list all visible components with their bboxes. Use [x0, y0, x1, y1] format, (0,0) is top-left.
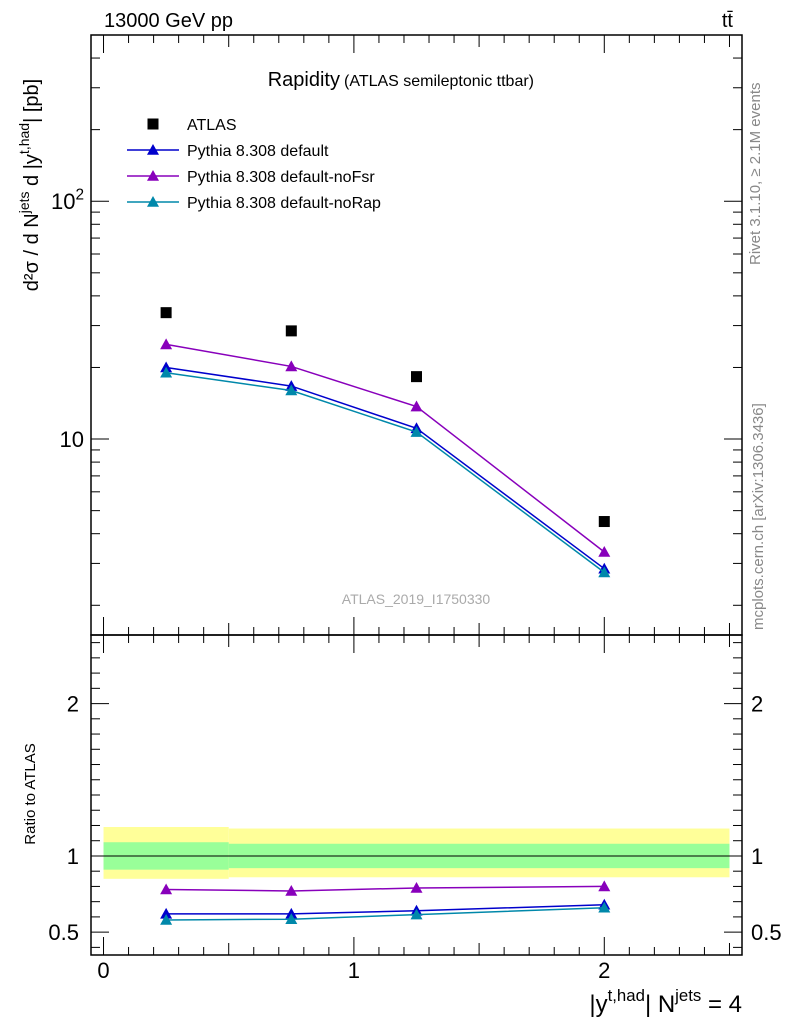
legend-marker — [147, 144, 159, 155]
main-series-marker — [410, 426, 423, 437]
main-series-marker — [598, 546, 611, 557]
ratio-y-label: Ratio to ATLAS — [22, 743, 39, 844]
ratio-y-tick-label-right: 1 — [751, 844, 763, 869]
rivet-label: Rivet 3.1.10, ≥ 2.1M events — [747, 83, 764, 266]
energy-label: 13000 GeV pp — [104, 10, 233, 32]
ratio-y-ticks: 0.5 0.5 1 1 2 2 — [48, 642, 782, 948]
ratio-series-layer — [103, 827, 730, 925]
ratio-series-line — [166, 907, 605, 921]
x-tick-label: 0 — [97, 958, 109, 983]
main-series-line — [165, 343, 605, 553]
legend: ATLAS Pythia 8.308 default Pythia 8.308 de… — [127, 117, 381, 212]
atlas-data-point — [160, 307, 172, 319]
main-x-ticks — [103, 35, 730, 635]
ratio-y-tick-label-right: 0.5 — [751, 920, 782, 945]
atlas-data-point — [285, 325, 297, 337]
atlas-data-point — [598, 516, 610, 528]
process-label: tt̄ — [722, 10, 734, 32]
ratio-panel: 0.5 0.5 1 1 2 2 0 1 2 Ratio to ATLAS |yt,had| N… — [22, 634, 782, 1018]
ratio-y-tick-label-left: 1 — [67, 844, 79, 869]
main-series-3 — [160, 366, 611, 578]
x-tick-label: 1 — [348, 958, 360, 983]
ratio-x-ticks: 0 1 2 — [97, 635, 730, 983]
ratio-y-tick-label-left: 0.5 — [48, 920, 79, 945]
ratio-series-marker — [598, 880, 611, 892]
ratio-series-marker — [410, 881, 423, 893]
ratio-series-marker — [160, 913, 173, 925]
legend-label: ATLAS — [187, 117, 237, 134]
main-series-line — [166, 372, 605, 573]
atlas-data-point — [411, 371, 422, 383]
main-series-2 — [160, 338, 611, 557]
watermark: ATLAS_2019_I1750330 — [342, 591, 491, 607]
legend-label: Pythia 8.308 default-noRap — [187, 195, 381, 212]
main-series-1 — [160, 361, 611, 574]
ratio-series-marker — [160, 883, 173, 895]
ratio-series-line — [166, 903, 605, 915]
main-series-marker — [410, 400, 423, 412]
main-series-line — [166, 366, 605, 570]
main-series-layer — [160, 307, 611, 578]
x-axis-label: |yt,had| Njets = 4 — [589, 986, 742, 1018]
x-tick-label: 2 — [598, 958, 610, 983]
main-y-tick-label: 102 — [51, 186, 84, 214]
ratio-y-tick-label-right: 2 — [751, 692, 763, 717]
mcplots-label: mcplots.cern.ch [arXiv:1306.3436] — [750, 403, 767, 630]
main-series-marker — [160, 366, 173, 378]
ratio-series-2 — [160, 901, 611, 925]
legend-marker — [147, 170, 159, 181]
legend-marker-atlas — [147, 118, 159, 130]
ratio-series-marker — [285, 913, 298, 924]
ratio-y-tick-label-left: 2 — [67, 692, 79, 717]
x-axis-label-text: |yt,had| Njets = 4 — [589, 986, 742, 1018]
main-y-tick-label: 10 — [60, 427, 84, 452]
ratio-series-marker — [160, 907, 173, 919]
main-series-0 — [160, 307, 610, 528]
ratio-series-line — [166, 885, 605, 892]
ratio-series-marker — [410, 908, 423, 920]
main-panel: 10 102 Rapidity (ATLAS semileptonic ttbar… — [16, 34, 743, 636]
main-title: Rapidity — [268, 69, 340, 91]
main-series-marker — [160, 338, 173, 350]
main-y-label: d²σ / d Njets d |yt,had| [pb] — [16, 79, 43, 291]
main-series-marker — [285, 360, 298, 372]
ratio-series-1 — [160, 880, 611, 896]
main-series-marker — [598, 566, 611, 578]
legend-label: Pythia 8.308 default-noFsr — [187, 169, 375, 186]
main-series-marker — [285, 384, 298, 396]
main-subtitle: (ATLAS semileptonic ttbar) — [344, 73, 534, 90]
legend-marker — [147, 196, 159, 207]
ratio-series-marker — [285, 885, 298, 896]
legend-label: Pythia 8.308 default — [187, 143, 329, 160]
ratio-series-marker — [598, 901, 611, 913]
main-y-ticks: 10 102 — [51, 34, 742, 606]
